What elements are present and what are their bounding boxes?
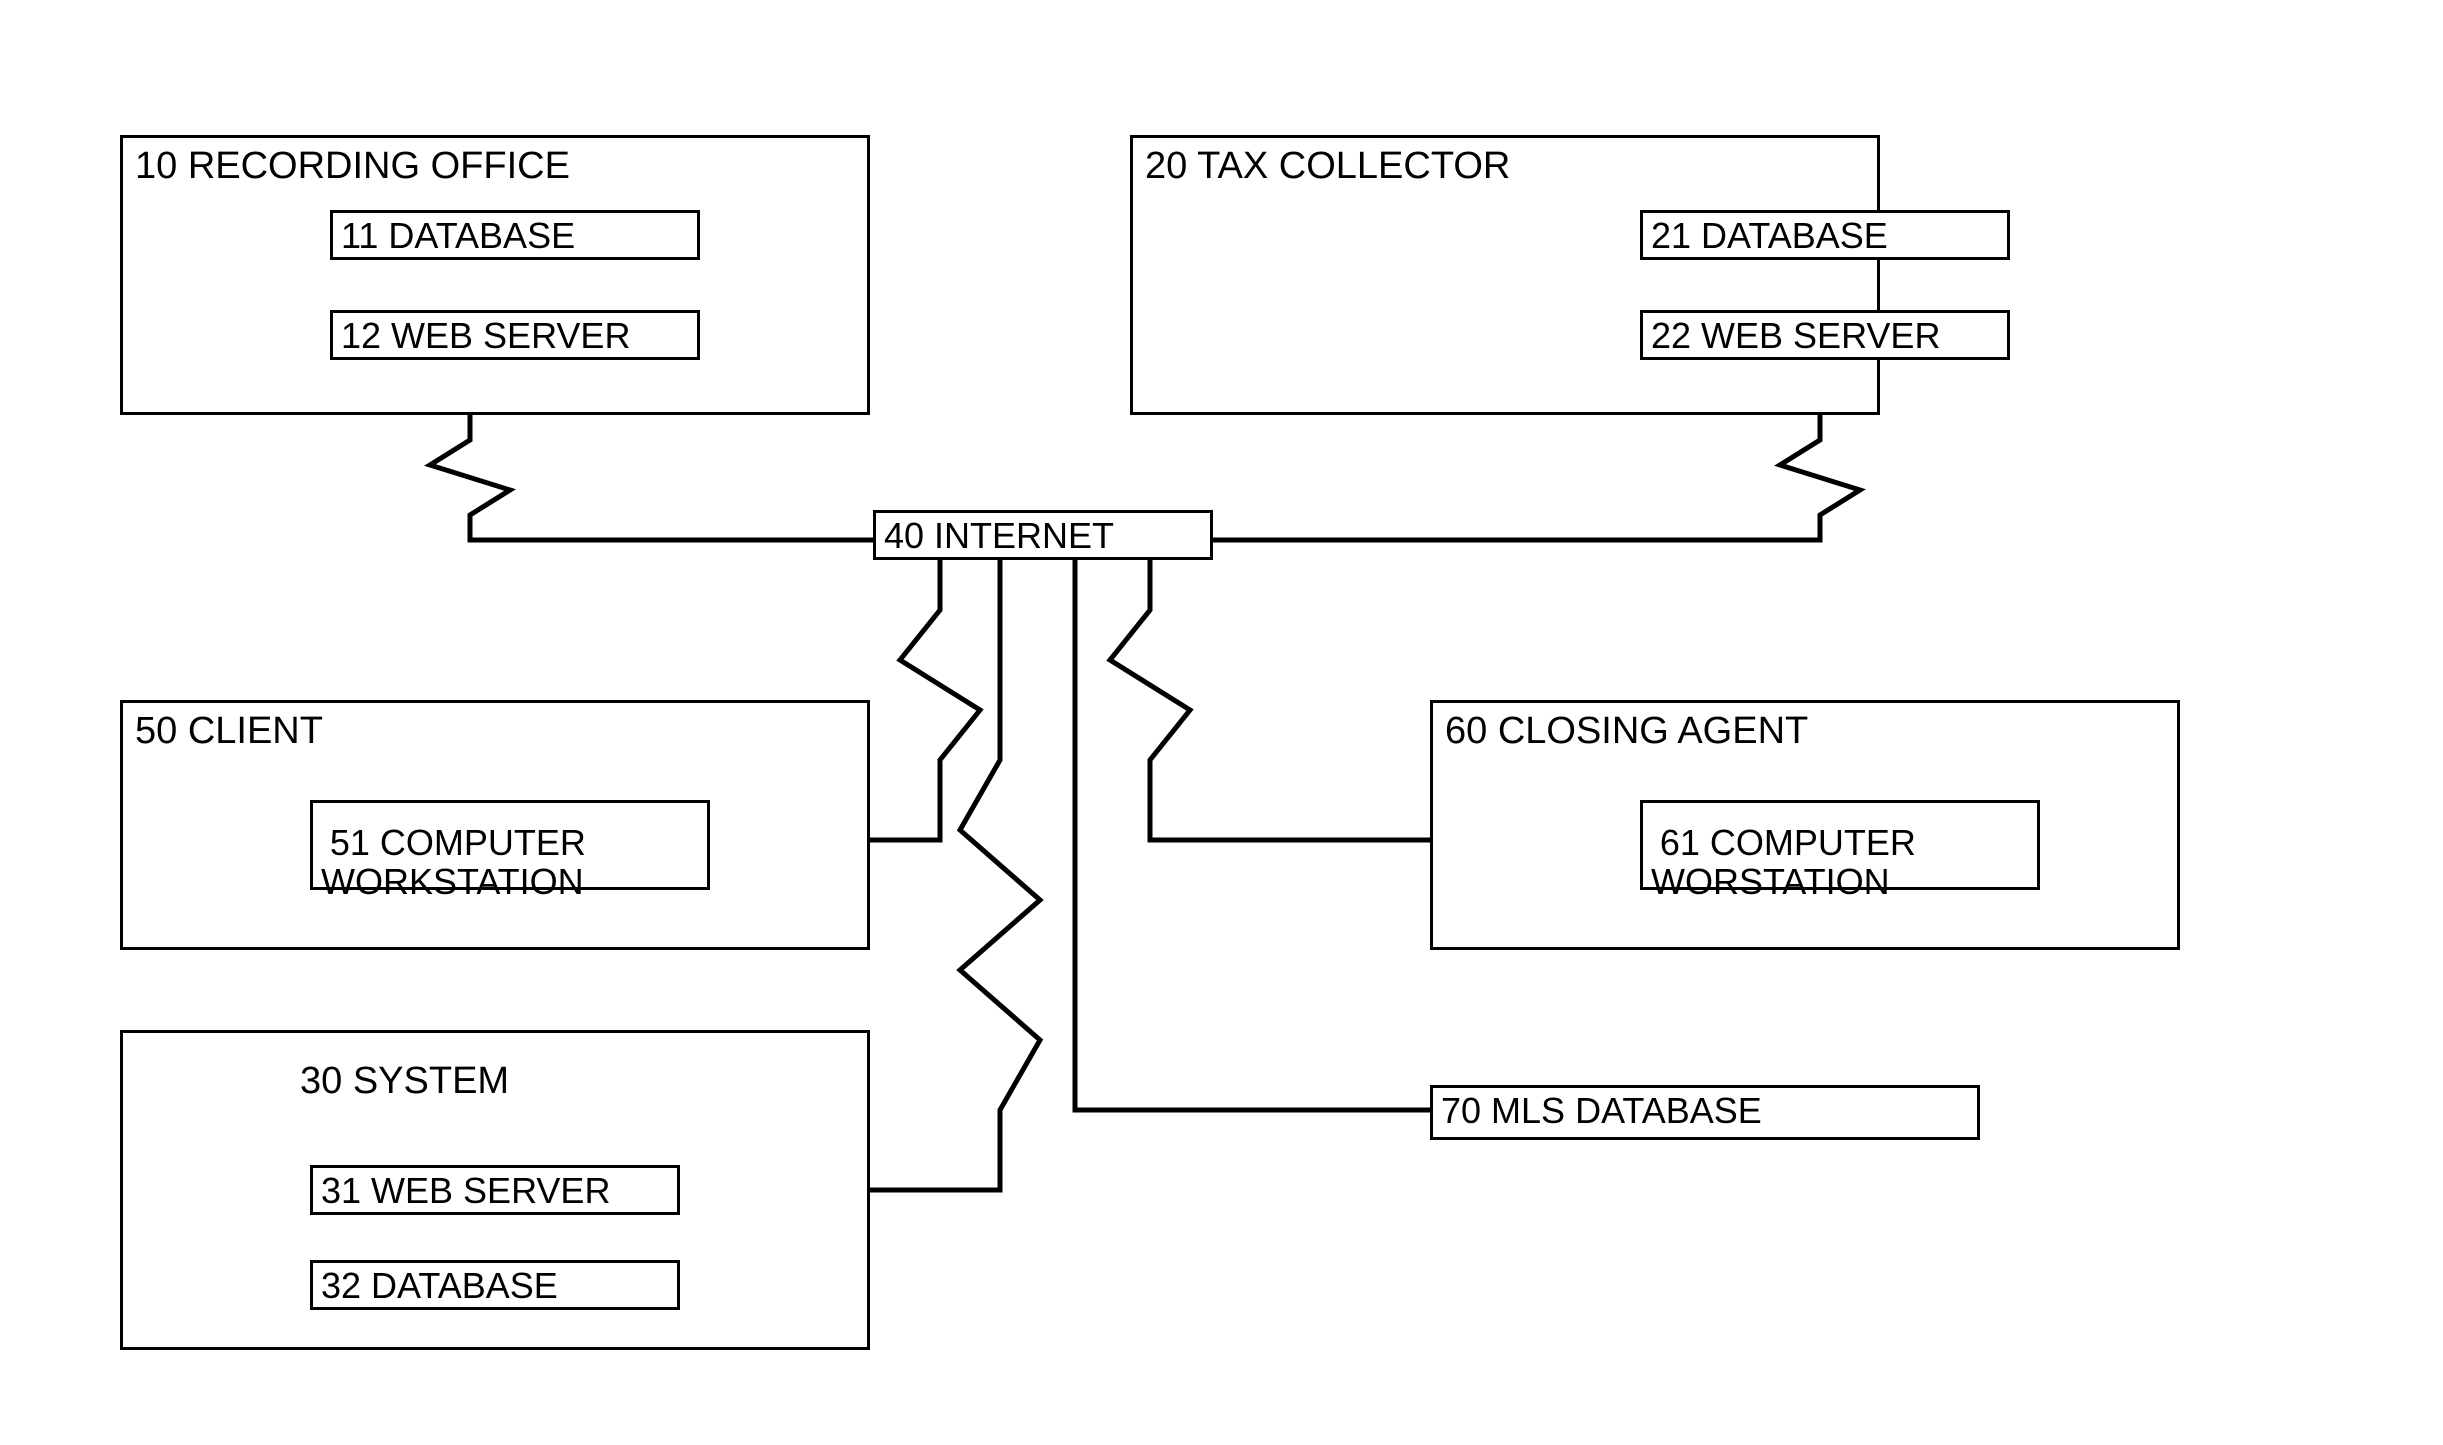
system-web-label: 31 WEB SERVER	[321, 1170, 610, 1211]
recording-office-title: 10 RECORDING OFFICE	[135, 145, 570, 188]
client-title: 50 CLIENT	[135, 710, 323, 753]
recording-office-web-label: 12 WEB SERVER	[341, 315, 630, 356]
system-db: 32 DATABASE	[310, 1260, 680, 1310]
system-title: 30 SYSTEM	[300, 1060, 509, 1103]
edge-internet-closing_agent	[1110, 560, 1430, 840]
closing-agent-ws: 61 COMPUTER WORSTATION	[1640, 800, 2040, 890]
edge-tax_collector-internet	[1213, 415, 1860, 540]
edge-internet-mls	[1075, 560, 1430, 1110]
tax-collector-db: 21 DATABASE	[1640, 210, 2010, 260]
tax-collector-title: 20 TAX COLLECTOR	[1145, 145, 1510, 188]
mls-box: 70 MLS DATABASE	[1430, 1085, 1980, 1140]
internet-box: 40 INTERNET	[873, 510, 1213, 560]
tax-collector-web: 22 WEB SERVER	[1640, 310, 2010, 360]
recording-office-web: 12 WEB SERVER	[330, 310, 700, 360]
edge-recording_office-internet	[430, 415, 873, 540]
closing-agent-title: 60 CLOSING AGENT	[1445, 710, 1808, 753]
tax-collector-db-label: 21 DATABASE	[1651, 215, 1888, 256]
client-ws-label: 51 COMPUTER WORKSTATION	[321, 822, 586, 903]
mls-label: 70 MLS DATABASE	[1441, 1090, 1762, 1131]
internet-label: 40 INTERNET	[884, 515, 1114, 556]
closing-agent-ws-label: 61 COMPUTER WORSTATION	[1651, 822, 1916, 903]
edge-internet-client	[870, 560, 980, 840]
system-web: 31 WEB SERVER	[310, 1165, 680, 1215]
client-ws: 51 COMPUTER WORKSTATION	[310, 800, 710, 890]
recording-office-db: 11 DATABASE	[330, 210, 700, 260]
tax-collector-web-label: 22 WEB SERVER	[1651, 315, 1940, 356]
edge-internet-system	[870, 560, 1040, 1190]
system-db-label: 32 DATABASE	[321, 1265, 558, 1306]
recording-office-db-label: 11 DATABASE	[341, 215, 575, 256]
